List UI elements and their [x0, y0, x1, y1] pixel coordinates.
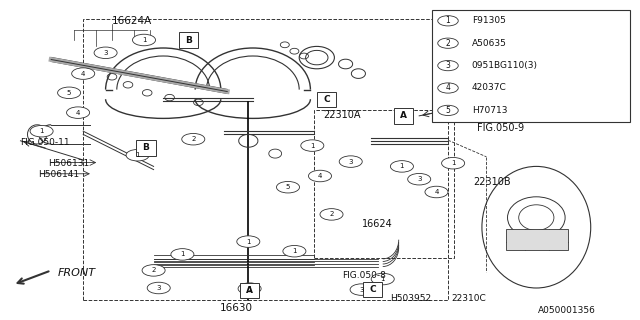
- Text: F91305: F91305: [472, 16, 506, 25]
- Text: B: B: [143, 143, 149, 152]
- Bar: [314, 110, 454, 258]
- Text: H503952: H503952: [390, 294, 431, 303]
- Circle shape: [237, 236, 260, 247]
- Text: 1: 1: [380, 276, 385, 282]
- Bar: [317, 92, 336, 107]
- Text: 22310B: 22310B: [474, 177, 511, 188]
- Text: 4: 4: [435, 189, 438, 195]
- Circle shape: [438, 60, 458, 71]
- Bar: [240, 283, 259, 298]
- Text: 3: 3: [445, 61, 451, 70]
- Text: B: B: [186, 36, 192, 44]
- Text: A50635: A50635: [472, 39, 506, 48]
- Circle shape: [301, 140, 324, 151]
- Text: 3: 3: [103, 50, 108, 56]
- Text: 3: 3: [417, 176, 422, 182]
- Text: 4: 4: [445, 84, 451, 92]
- Text: FIG.050-9: FIG.050-9: [477, 123, 524, 133]
- Text: 22310A: 22310A: [323, 110, 361, 120]
- Text: A050001356: A050001356: [538, 306, 595, 315]
- Text: 1: 1: [445, 16, 451, 25]
- Text: A: A: [400, 111, 406, 120]
- Bar: [363, 282, 382, 297]
- Circle shape: [72, 68, 95, 79]
- Circle shape: [442, 157, 465, 169]
- Bar: [83, 19, 448, 300]
- Text: C: C: [323, 95, 330, 104]
- Text: 1: 1: [451, 160, 456, 166]
- Circle shape: [147, 282, 170, 294]
- Circle shape: [238, 283, 261, 294]
- Circle shape: [390, 161, 413, 172]
- Text: 3: 3: [348, 159, 353, 164]
- Circle shape: [408, 173, 431, 185]
- Circle shape: [132, 34, 156, 46]
- Text: 4: 4: [318, 173, 322, 179]
- Circle shape: [438, 38, 458, 48]
- Text: A: A: [246, 286, 253, 295]
- Text: H506141: H506141: [38, 170, 79, 179]
- Bar: [136, 140, 156, 156]
- Text: 1: 1: [310, 143, 315, 148]
- Circle shape: [438, 105, 458, 116]
- Text: 3: 3: [156, 285, 161, 291]
- Text: 16630: 16630: [220, 303, 253, 313]
- Circle shape: [58, 87, 81, 99]
- Circle shape: [30, 125, 53, 137]
- Bar: [506, 229, 568, 250]
- Circle shape: [308, 170, 332, 182]
- Text: 1: 1: [292, 248, 297, 254]
- Text: 3: 3: [359, 287, 364, 292]
- Text: 16624: 16624: [362, 219, 392, 229]
- Bar: [432, 10, 630, 122]
- Circle shape: [425, 186, 448, 198]
- Text: FIG.050-11: FIG.050-11: [20, 138, 70, 147]
- Text: 2: 2: [445, 39, 451, 48]
- Text: 1: 1: [399, 164, 404, 169]
- Text: 1: 1: [180, 252, 185, 257]
- Text: 1: 1: [39, 128, 44, 134]
- Circle shape: [320, 209, 343, 220]
- Circle shape: [94, 47, 117, 59]
- Text: 4: 4: [76, 110, 80, 116]
- Text: 0951BG110(3): 0951BG110(3): [472, 61, 538, 70]
- Text: 5: 5: [286, 184, 290, 190]
- Text: 5: 5: [445, 106, 451, 115]
- Circle shape: [276, 181, 300, 193]
- Text: FIG.050-8: FIG.050-8: [342, 271, 387, 280]
- Text: FRONT: FRONT: [58, 268, 95, 278]
- Text: 1: 1: [247, 286, 252, 292]
- Text: 42037C: 42037C: [472, 84, 506, 92]
- Bar: [394, 108, 413, 124]
- Circle shape: [182, 133, 205, 145]
- Circle shape: [371, 273, 394, 285]
- Text: 2: 2: [330, 212, 333, 217]
- Circle shape: [126, 149, 149, 161]
- Text: 2: 2: [152, 268, 156, 273]
- Text: 5: 5: [67, 90, 71, 96]
- Text: 2: 2: [191, 136, 195, 142]
- Circle shape: [438, 83, 458, 93]
- Text: 1: 1: [246, 239, 251, 244]
- Circle shape: [350, 284, 373, 295]
- Circle shape: [142, 265, 165, 276]
- Circle shape: [171, 249, 194, 260]
- Circle shape: [438, 16, 458, 26]
- Circle shape: [67, 107, 90, 118]
- Text: 1: 1: [135, 152, 140, 158]
- Text: 22310C: 22310C: [451, 294, 486, 303]
- Text: 16624A: 16624A: [112, 16, 152, 26]
- Text: 1: 1: [141, 37, 147, 43]
- Circle shape: [283, 245, 306, 257]
- Text: H506131: H506131: [48, 159, 89, 168]
- Text: C: C: [369, 285, 376, 294]
- Text: 4: 4: [81, 71, 85, 76]
- Bar: [179, 32, 198, 48]
- Circle shape: [339, 156, 362, 167]
- Text: H70713: H70713: [472, 106, 507, 115]
